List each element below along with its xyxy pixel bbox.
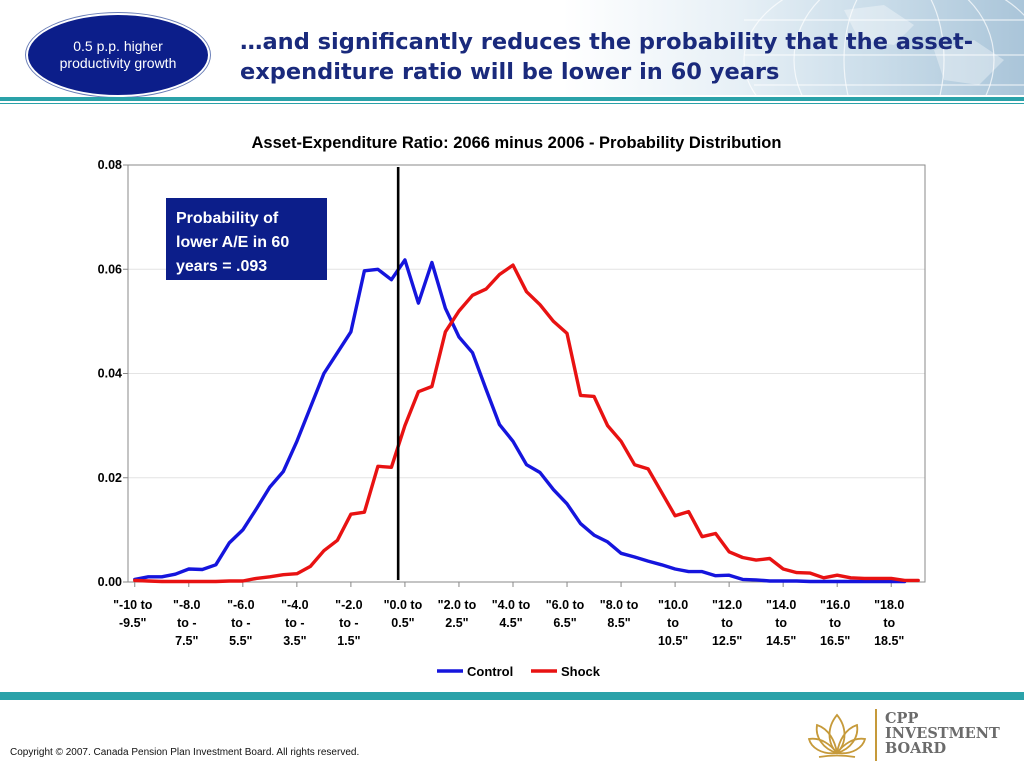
globe-graphic xyxy=(743,0,1024,95)
y-tick-label: 0.04 xyxy=(98,367,122,381)
x-tick-label: "10.0 to 10.5" xyxy=(658,598,688,648)
copyright-text: Copyright © 2007. Canada Pension Plan In… xyxy=(10,747,360,758)
callout-text: Probability of lower A/E in 60 years = .09… xyxy=(176,210,289,275)
slide-title: …and significantly reduces the probabili… xyxy=(240,29,974,85)
logo-line-1: CPP xyxy=(885,710,919,727)
legend-label-shock: Shock xyxy=(561,664,601,679)
x-tick-label: "0.0 to 0.5" xyxy=(384,598,423,630)
lotus-logo-icon xyxy=(807,713,867,758)
x-tick-label: "6.0 to 6.5" xyxy=(546,598,585,630)
y-tick-label: 0.00 xyxy=(98,575,122,589)
header-rule-thin xyxy=(0,103,1024,104)
series-line-control xyxy=(133,258,907,584)
x-tick-label: "2.0 to 2.5" xyxy=(438,598,477,630)
x-tick-label: "-8.0 to -7.5" xyxy=(173,598,201,648)
x-tick-label: "-2.0 to -1.5" xyxy=(335,598,363,648)
x-tick-label: "12.0 to 12.5" xyxy=(712,598,742,648)
badge-text: 0.5 p.p. higher productivity growth xyxy=(59,38,177,71)
plot-area xyxy=(127,164,926,583)
header-rule xyxy=(0,97,1024,101)
y-tick-label: 0.08 xyxy=(98,158,122,172)
cpp-logo: CPP INVESTMENT BOARD xyxy=(805,705,1015,763)
x-tick-label: "16.0 to 16.5" xyxy=(820,598,850,648)
highlight-badge: 0.5 p.p. higher productivity growth xyxy=(26,13,210,97)
series-line-shock xyxy=(133,263,920,584)
logo-line-2: INVESTMENT xyxy=(885,725,1000,742)
y-tick-label: 0.02 xyxy=(98,471,122,485)
x-tick-label: "8.0 to 8.5" xyxy=(600,598,639,630)
logo-line-3: BOARD xyxy=(885,740,947,757)
x-tick-label: "-10 to -9.5" xyxy=(113,598,153,630)
x-tick-label: "4.0 to 4.5" xyxy=(492,598,531,630)
logo-wordmark: CPP INVESTMENT BOARD xyxy=(885,711,1000,756)
logo-divider xyxy=(875,709,877,761)
x-tick-label: "18.0 to 18.5" xyxy=(874,598,904,648)
legend-label-control: Control xyxy=(467,664,513,679)
x-tick-label: "-6.0 to -5.5" xyxy=(227,598,255,648)
callout-box xyxy=(166,198,327,280)
chart-title: Asset-Expenditure Ratio: 2066 minus 2006… xyxy=(252,134,782,152)
y-tick-label: 0.06 xyxy=(98,262,122,276)
x-tick-label: "-4.0 to -3.5" xyxy=(281,598,309,648)
x-tick-label: "14.0 to 14.5" xyxy=(766,598,796,648)
footer-rule xyxy=(0,692,1024,700)
probability-chart: Asset-Expenditure Ratio: 2066 minus 2006… xyxy=(98,134,926,679)
